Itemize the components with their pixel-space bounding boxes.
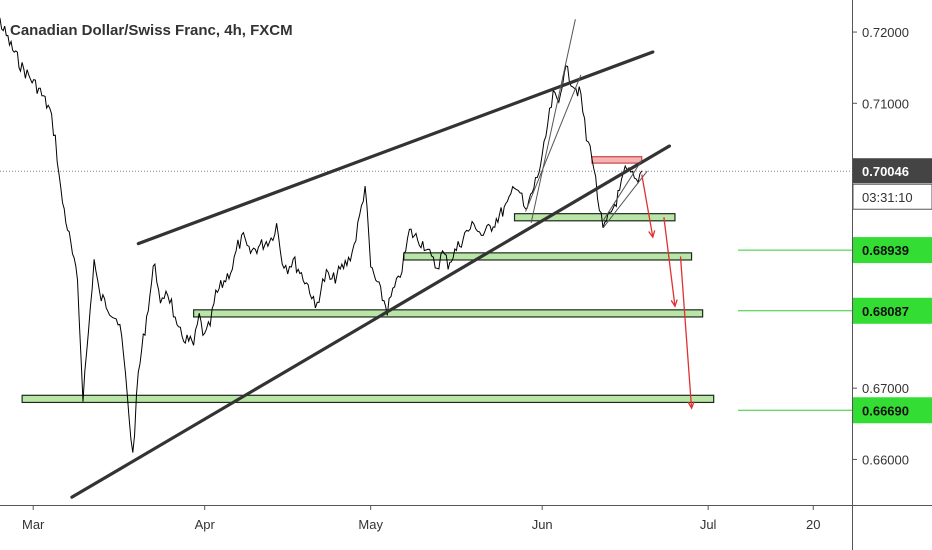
wedge-line-2 [602,159,643,222]
price-series-line [0,17,643,453]
countdown-tag [852,183,932,210]
chart-title: Canadian Dollar/Swiss Franc, 4h, FXCM [10,22,293,39]
x-tick-label-4: Jun [532,517,553,532]
support-zone-3 [193,309,704,318]
support-zone-4 [21,394,715,404]
x-tick-label-1: Mar [22,517,45,532]
current-price-tag [853,158,932,184]
price-tag-label-1: 0.68939 [862,243,909,258]
trendline-2 [70,144,672,499]
x-tick-label-2: Apr [195,517,216,532]
projection-arrowhead-3 [687,401,695,410]
zones-layer [0,156,852,411]
y-tick-label-1: 0.72000 [862,25,909,40]
y-tick-label-2: 0.71000 [862,96,909,111]
price-tag-label-2: 0.68087 [862,304,909,319]
projection-arrowhead-1 [648,230,656,239]
series-layer [0,17,643,453]
price-tag-2 [853,297,932,324]
trendline-1 [136,50,655,246]
projection-arrow-1 [641,174,654,238]
resistance-zone [591,156,643,164]
drawings-layer [70,19,695,499]
current-price-label: 0.70046 [862,164,909,179]
support-zone-1 [513,213,676,222]
projection-arrow-3 [679,256,693,409]
price-tag-3 [853,397,932,424]
price-tag-label-3: 0.66690 [862,403,909,418]
price-tag-1 [853,237,932,264]
channel-line-1 [530,19,576,224]
y-tick-label-4: 0.66000 [862,452,909,467]
tags-layer: 0.70046 03:31:10 0.68939 0.68087 0.66690 [852,158,932,424]
countdown-label: 03:31:10 [862,190,913,205]
x-tick-label-3: May [358,517,383,532]
wedge-line-1 [602,170,648,229]
projection-arrow-2 [663,217,676,307]
x-tick-label-6: 20 [806,517,820,532]
projection-arrowhead-2 [670,299,678,308]
channel-line-2 [525,74,582,212]
y-tick-label-3: 0.67000 [862,381,909,396]
x-tick-label-5: Jul [700,517,717,532]
